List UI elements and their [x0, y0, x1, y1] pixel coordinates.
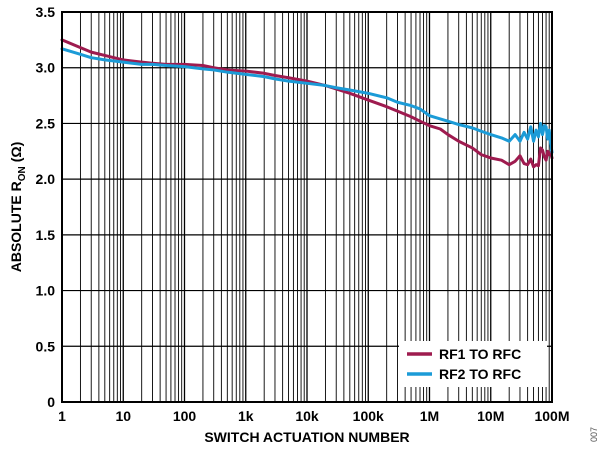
- legend-label-rf1: RF1 TO RFC: [439, 346, 521, 362]
- x-tick-label: 100k: [353, 408, 384, 424]
- figure-number: 007: [589, 427, 599, 442]
- y-axis-title: ABSOLUTE RON (Ω): [8, 142, 28, 273]
- y-tick-label: 2.5: [36, 115, 56, 131]
- x-tick-label: 10k: [295, 408, 319, 424]
- y-axis-title-main: ABSOLUTE R: [8, 181, 24, 272]
- y-tick-label: 1.5: [36, 227, 56, 243]
- series-line-rf2-to-rfc: [60, 47, 554, 154]
- x-tick-label: 100: [173, 408, 197, 424]
- x-axis-title: SWITCH ACTUATION NUMBER: [204, 429, 409, 445]
- x-tick-label: 1k: [238, 408, 254, 424]
- legend: RF1 TO RFC RF2 TO RFC: [399, 341, 547, 387]
- y-tick-label: 0: [47, 394, 55, 410]
- y-tick-labels: 0 0.5 1.0 1.5 2.0 2.5 3.0 3.5: [36, 4, 56, 410]
- legend-box: [399, 341, 547, 387]
- y-tick-label: 1.0: [36, 283, 56, 299]
- y-axis-title-subscript: ON: [17, 166, 28, 181]
- plot-frame: [61, 11, 553, 403]
- x-tick-label: 1M: [420, 408, 439, 424]
- x-tick-label: 1: [58, 408, 66, 424]
- y-tick-label: 2.0: [36, 171, 56, 187]
- series-line-rf1-to-rfc: [60, 38, 554, 169]
- series-lines: [60, 38, 554, 169]
- y-tick-label: 3.5: [36, 4, 56, 20]
- legend-label-rf2: RF2 TO RFC: [439, 366, 521, 382]
- x-tick-labels: 1 10 100 1k 10k 100k 1M 10M 100M: [58, 408, 569, 424]
- x-tick-label: 100M: [534, 408, 569, 424]
- y-tick-label: 0.5: [36, 338, 56, 354]
- x-tick-label: 10M: [477, 408, 504, 424]
- y-axis-title-unit: (Ω): [8, 142, 24, 163]
- grid-lines: [61, 11, 552, 403]
- y-tick-label: 3.0: [36, 60, 56, 76]
- x-tick-label: 10: [115, 408, 131, 424]
